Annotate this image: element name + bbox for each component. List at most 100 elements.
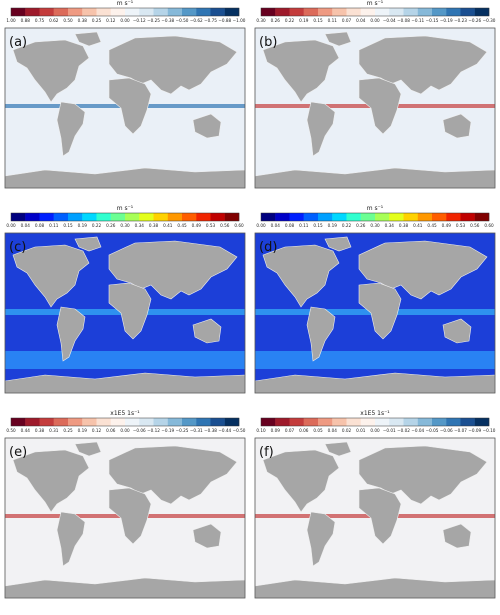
colorbar-tick-label: −0.75 [204, 18, 217, 23]
colorbar-tick-label: 0.15 [313, 18, 323, 23]
colorbar-tick-label: 0.53 [206, 223, 216, 228]
colorbar-cell [68, 8, 83, 16]
colorbar-cell [96, 418, 111, 426]
colorbar-tick-label: 0.26 [106, 223, 116, 228]
colorbar-frame [260, 417, 490, 427]
colorbar-tick-label: −0.88 [218, 18, 231, 23]
colorbar-cell [153, 8, 168, 16]
map: (e) [4, 437, 246, 599]
colorbar-cell [261, 213, 276, 221]
colorbar-tick-label: −0.26 [468, 18, 481, 23]
colorbar-tick-label: 0.19 [328, 223, 338, 228]
colorbar-cell [389, 213, 404, 221]
colorbar-cell [25, 8, 40, 16]
colorbar-tick-label: 0.88 [21, 18, 31, 23]
colorbar-tick-label: 0.15 [63, 223, 73, 228]
colorbar-cell [68, 213, 83, 221]
colorbar-tick-label: 0.06 [106, 428, 116, 433]
colorbar-cell [360, 418, 376, 426]
colorbar-cell [125, 8, 140, 16]
colorbar-tick-label: 0.56 [220, 223, 230, 228]
panel: m s⁻¹ 0.00 0.04 0.08 0.11 0.15 0.19 0.22 0.26 0.3… [4, 205, 246, 394]
colorbar-tick-label: 0.26 [356, 223, 366, 228]
colorbar-cell [332, 418, 347, 426]
colorbar-cell [360, 8, 376, 16]
colorbar-cell [332, 213, 347, 221]
colorbar-tick-label: −0.25 [176, 428, 189, 433]
colorbar-tick-label: 0.06 [299, 428, 309, 433]
colorbar-tick-label: −0.09 [468, 428, 481, 433]
colorbar-cell [375, 8, 390, 16]
colorbar-cell [275, 213, 290, 221]
colorbar-tick-label: 0.31 [49, 428, 59, 433]
colorbar-cell [432, 8, 447, 16]
colorbar-tick-label: −0.10 [483, 428, 496, 433]
colorbar-cell [460, 8, 475, 16]
colorbar-cell [446, 418, 461, 426]
colorbar-tick-label: 0.53 [456, 223, 466, 228]
colorbar-cell [289, 213, 304, 221]
colorbar-tick-label: 0.25 [92, 18, 102, 23]
colorbar-tick-label: 0.08 [35, 223, 45, 228]
colorbar-tick-label: 0.62 [49, 18, 59, 23]
colorbar-tick-label: −0.12 [147, 428, 160, 433]
colorbar-cell [460, 418, 475, 426]
map-frame [254, 27, 496, 189]
colorbar-tick-label: −0.01 [383, 428, 396, 433]
colorbar-cell [275, 418, 290, 426]
colorbar-cell [182, 213, 197, 221]
colorbar-cell [110, 213, 126, 221]
map-frame [254, 232, 496, 394]
colorbar-cell [460, 213, 475, 221]
colorbar-tick-label: 0.30 [120, 223, 130, 228]
colorbar-tick-label: −0.38 [204, 428, 217, 433]
colorbar-frame [260, 7, 490, 17]
colorbar-cell [303, 213, 319, 221]
colorbar-cell [182, 418, 197, 426]
colorbar-cell [332, 8, 347, 16]
colorbar-tick-label: 0.11 [49, 223, 59, 228]
colorbar-tick-label: 0.12 [92, 428, 102, 433]
colorbar-cell [210, 213, 225, 221]
panel-label: (a) [9, 35, 27, 50]
colorbar-cell [153, 213, 168, 221]
colorbar-tick-label: 0.11 [328, 18, 338, 23]
colorbar-tick-label: 1.00 [6, 18, 16, 23]
current-band [255, 351, 495, 369]
colorbar-tick-label: −0.04 [383, 18, 396, 23]
colorbar-cell [303, 8, 319, 16]
colorbar-tick-label: −0.15 [426, 18, 439, 23]
colorbar-tick-label: −0.07 [454, 428, 467, 433]
colorbar-tick-label: 0.22 [342, 223, 352, 228]
colorbar-cell [196, 418, 211, 426]
colorbar-cell [68, 418, 83, 426]
colorbar-tick-label: −0.62 [190, 18, 203, 23]
colorbar-tick-label: 0.07 [285, 428, 295, 433]
colorbar-cell [167, 8, 183, 16]
colorbar-tick-label: 0.34 [135, 223, 145, 228]
map-frame [4, 232, 246, 394]
colorbar-cell [417, 213, 433, 221]
colorbar-unit: m s⁻¹ [367, 205, 384, 212]
map: (d) [254, 232, 496, 394]
colorbar-cell [39, 418, 54, 426]
panel: x1E5 1s⁻¹ 0.10 0.09 0.07 0.06 0.05 0.04 0.02 0.0… [254, 410, 496, 599]
colorbar-tick-label: 0.04 [271, 223, 281, 228]
colorbar-tick-label: 0.00 [370, 428, 380, 433]
colorbar-tick-label: 0.34 [385, 223, 395, 228]
colorbar-tick-label: 0.60 [234, 223, 244, 228]
colorbar-cell [25, 213, 40, 221]
colorbar-cell [275, 8, 290, 16]
colorbar-tick-label: 0.00 [120, 18, 130, 23]
colorbar-cell [82, 213, 97, 221]
colorbar-cell [167, 418, 183, 426]
colorbar-tick-label: −0.23 [454, 18, 467, 23]
colorbar-tick-label: −0.50 [176, 18, 189, 23]
colorbar-tick-label: 0.45 [427, 223, 437, 228]
colorbar-cell [25, 418, 40, 426]
colorbar-tick-label: −0.04 [411, 428, 424, 433]
colorbar-cell [474, 8, 490, 16]
colorbar-cell [53, 418, 69, 426]
colorbar-tick-label: −0.30 [483, 18, 496, 23]
colorbar-cell [318, 8, 333, 16]
